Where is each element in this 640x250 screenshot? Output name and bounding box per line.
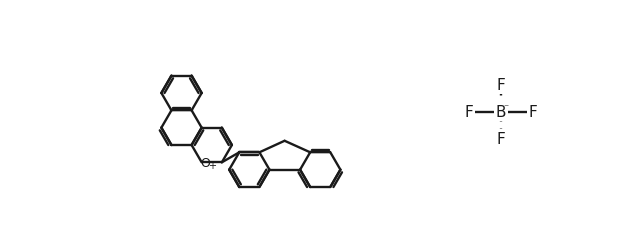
Text: F: F bbox=[528, 104, 537, 120]
Text: B: B bbox=[495, 104, 506, 120]
Text: F: F bbox=[497, 78, 505, 93]
Text: F: F bbox=[497, 132, 505, 146]
Text: F: F bbox=[465, 104, 474, 120]
Text: ⁻: ⁻ bbox=[504, 103, 509, 113]
Text: O: O bbox=[200, 156, 210, 169]
Text: +: + bbox=[209, 161, 216, 171]
